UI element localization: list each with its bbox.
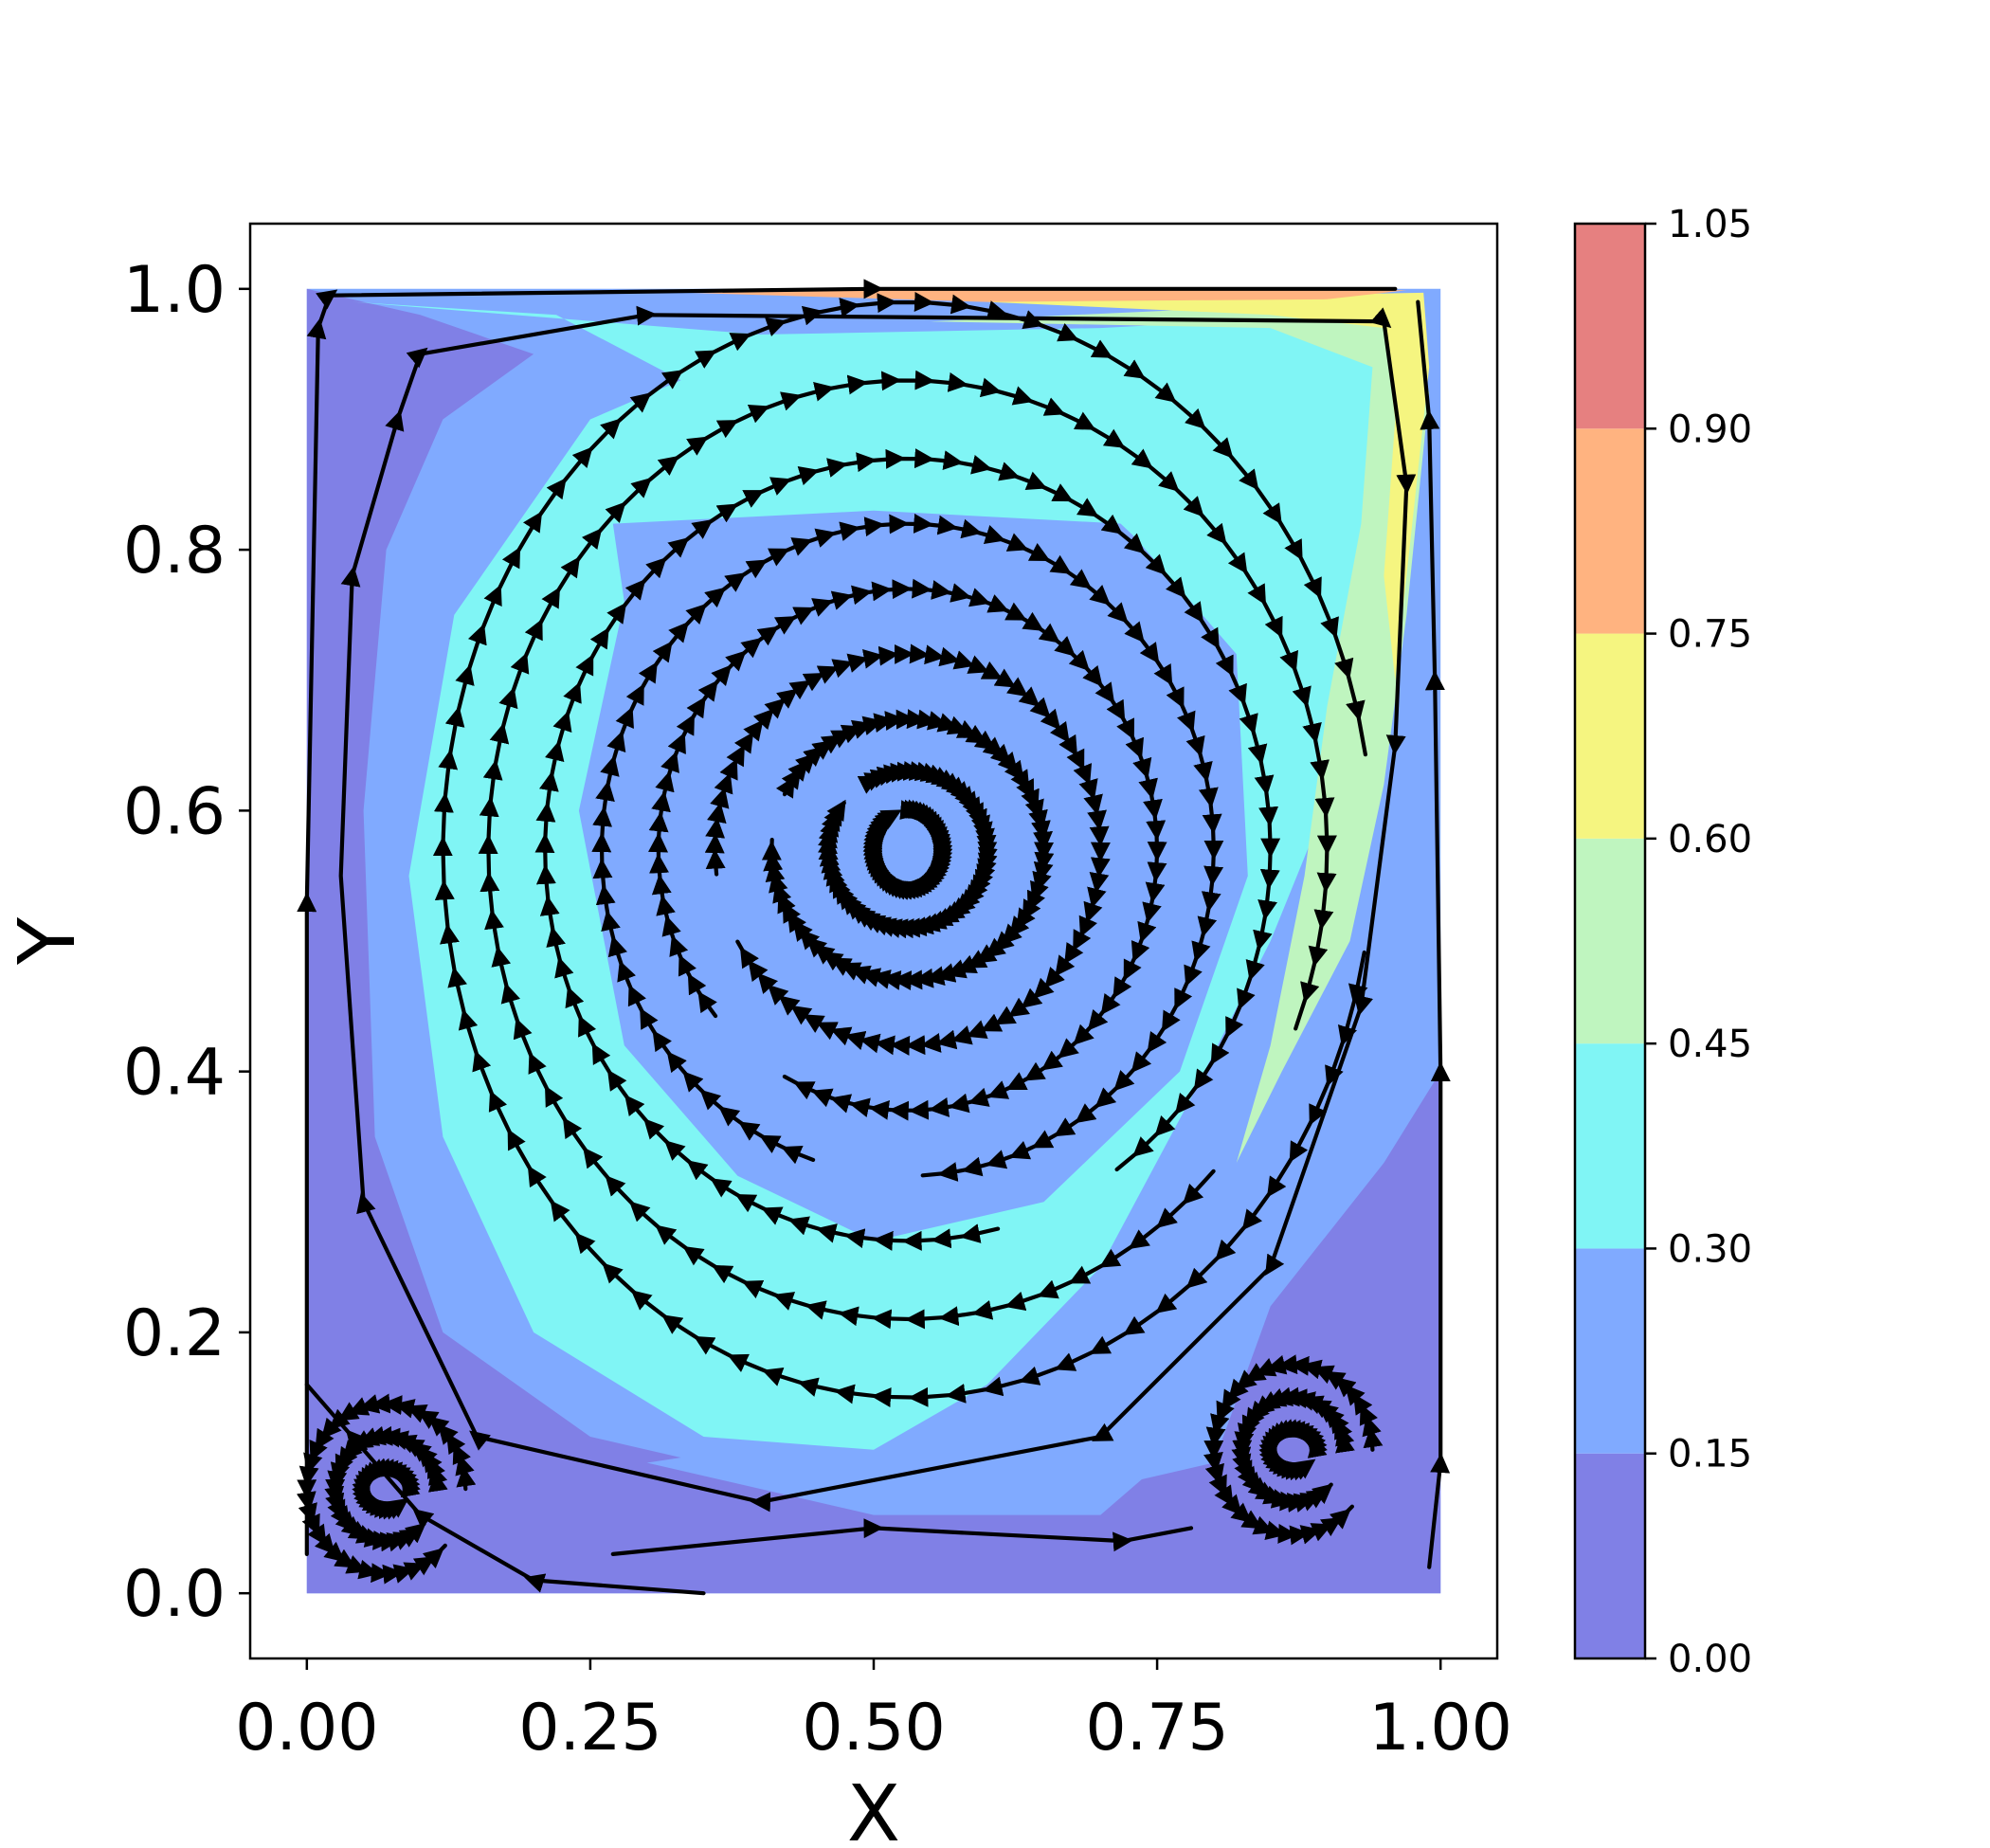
secondary-vortex-streamline-0	[296, 1393, 477, 1585]
x-axis-title: X	[847, 1769, 900, 1848]
colorbar-band	[1575, 633, 1645, 839]
x-tick-label: 0.50	[802, 1691, 945, 1766]
x-axis: 0.00 0.25 0.50 0.75 1.00	[235, 1658, 1512, 1766]
streamlines	[296, 279, 1451, 1596]
streamline	[610, 1518, 1194, 1556]
colorbar-band	[1575, 838, 1645, 1044]
streamline	[338, 305, 1417, 1513]
colorbar-band	[1575, 1043, 1645, 1249]
x-tick-label: 1.00	[1368, 1691, 1511, 1766]
plot-area	[248, 222, 1499, 1660]
y-axis-title: Y	[3, 916, 93, 966]
secondary-vortex-streamline-1	[1203, 1354, 1384, 1546]
y-tick-label: 0.8	[123, 514, 226, 589]
x-tick-label: 0.25	[518, 1691, 661, 1766]
colorbar-band	[1575, 1248, 1645, 1454]
colorbar-tick-label: 0.00	[1668, 1638, 1752, 1681]
colorbar-tick-label: 1.05	[1668, 203, 1752, 246]
x-tick-label: 0.75	[1085, 1691, 1228, 1766]
colorbar-tick-label: 0.60	[1668, 818, 1752, 861]
y-axis: 0.0 0.2 0.4 0.6 0.8 1.0	[123, 253, 250, 1632]
colorbar-tick-label: 0.45	[1668, 1023, 1752, 1066]
colorbar-tick-label: 0.30	[1668, 1227, 1752, 1271]
y-tick-label: 0.0	[123, 1557, 226, 1632]
colorbar-frame	[1573, 222, 1647, 1660]
colorbar-tick-label: 0.90	[1668, 408, 1752, 451]
streamline	[297, 279, 1398, 1556]
colorbar-band	[1575, 428, 1645, 634]
x-tick-label: 0.00	[235, 1691, 378, 1766]
colorbar-band	[1575, 1453, 1645, 1658]
y-tick-label: 1.0	[123, 253, 226, 328]
y-tick-label: 0.6	[123, 774, 226, 849]
y-tick-label: 0.2	[123, 1296, 226, 1371]
colorbar-tick-label: 0.75	[1668, 613, 1752, 657]
colorbar-band	[1575, 224, 1645, 429]
streamline	[1416, 299, 1451, 1569]
colorbar: 0.00 0.15 0.30 0.45 0.60 0.75 0.90 1.05	[1573, 203, 1752, 1681]
colorbar-tick-label: 0.15	[1668, 1433, 1752, 1477]
y-tick-label: 0.4	[123, 1036, 226, 1111]
